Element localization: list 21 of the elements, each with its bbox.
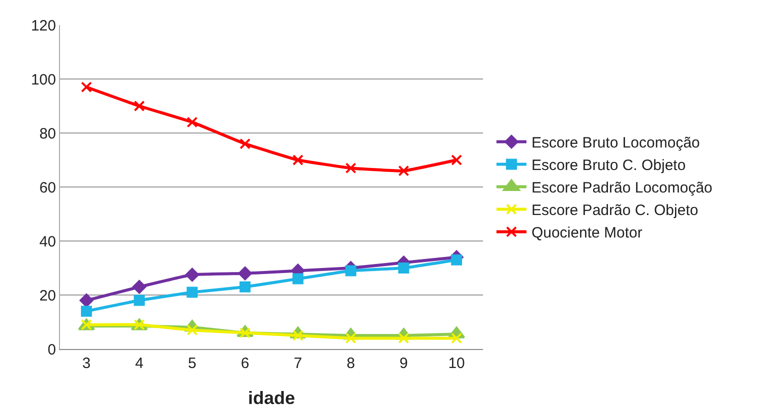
x-tick-label: 6 [240, 355, 250, 372]
x-tick-label: 10 [448, 355, 465, 372]
x-tick-label: 5 [188, 355, 196, 372]
y-tick-label: 100 [30, 71, 56, 88]
legend-label: Escore Padrão C. Objeto [531, 202, 698, 220]
y-tick-label: 80 [39, 125, 56, 142]
legend-label: Escore Padrão Locomoção [531, 180, 712, 197]
x-tick-label: 8 [346, 355, 355, 372]
x-tick-label: 9 [400, 355, 408, 372]
legend-label: Quociente Motor [531, 224, 642, 242]
y-tick-label: 60 [39, 179, 56, 196]
x-tick-label: 4 [135, 355, 144, 372]
y-tick-label: 0 [48, 341, 56, 358]
legend-label: Escore Bruto C. Objeto [531, 157, 686, 174]
y-tick-label: 40 [39, 233, 56, 250]
x-tick-label: 3 [82, 355, 91, 372]
x-axis-title: idade [248, 388, 296, 408]
y-tick-label: 120 [30, 17, 56, 34]
x-tick-label: 7 [294, 355, 302, 372]
y-tick-label: 20 [39, 287, 56, 304]
legend-label: Escore Bruto Locomoção [531, 134, 700, 152]
